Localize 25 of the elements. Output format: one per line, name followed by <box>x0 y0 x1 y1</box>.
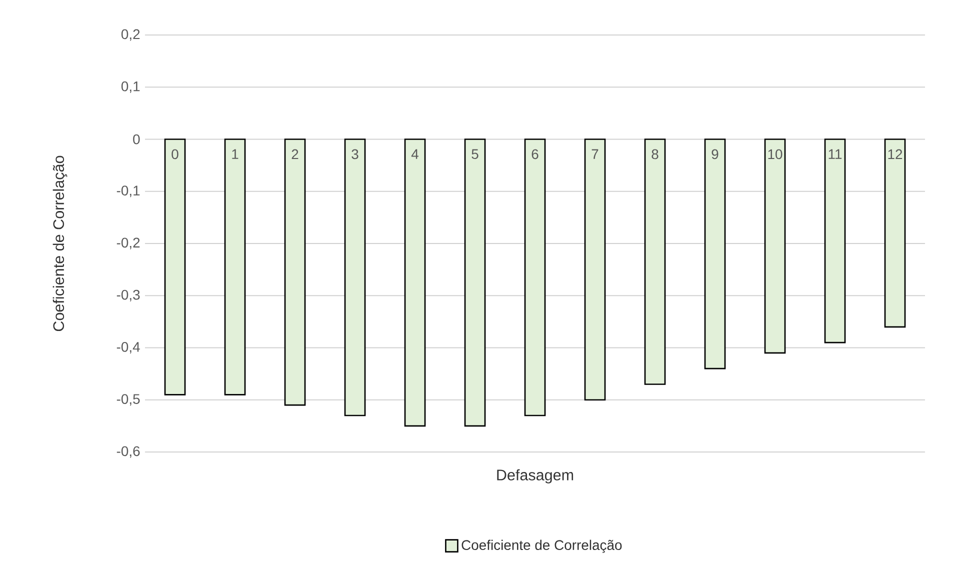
x-tick-label: 5 <box>472 149 478 159</box>
x-tick-label: 9 <box>712 149 718 160</box>
y-axis-title: Coeficiente de Correlação <box>52 156 68 332</box>
x-tick-label: 6 <box>532 149 538 160</box>
y-tick-label: -0,5 <box>116 394 140 406</box>
legend-label: Coeficiente de Correlação <box>462 540 622 553</box>
x-tick-label: 10 <box>768 149 782 160</box>
y-tick-label: -0,3 <box>116 290 140 302</box>
y-tick-label: -0,6 <box>116 446 140 458</box>
x-tick-label: 11 <box>828 149 842 159</box>
x-tick-label: 0 <box>172 149 178 160</box>
y-tick-label: -0,1 <box>116 186 140 198</box>
x-tick-label: 12 <box>888 149 902 159</box>
x-tick-label: 8 <box>652 149 658 160</box>
y-tick-label: 0,2 <box>121 29 140 41</box>
x-tick-label: 2 <box>292 149 298 159</box>
y-tick-label: 0,1 <box>121 81 140 93</box>
y-tick-label: -0,2 <box>116 238 140 250</box>
y-tick-label: 0 <box>133 134 140 144</box>
x-tick-label: 1 <box>232 149 238 159</box>
y-tick-label: -0,4 <box>116 342 140 354</box>
x-tick-label: 7 <box>592 149 598 159</box>
x-tick-label: 4 <box>411 149 418 159</box>
x-tick-label: 3 <box>352 149 358 160</box>
x-axis-title: Defasagem <box>497 469 574 484</box>
